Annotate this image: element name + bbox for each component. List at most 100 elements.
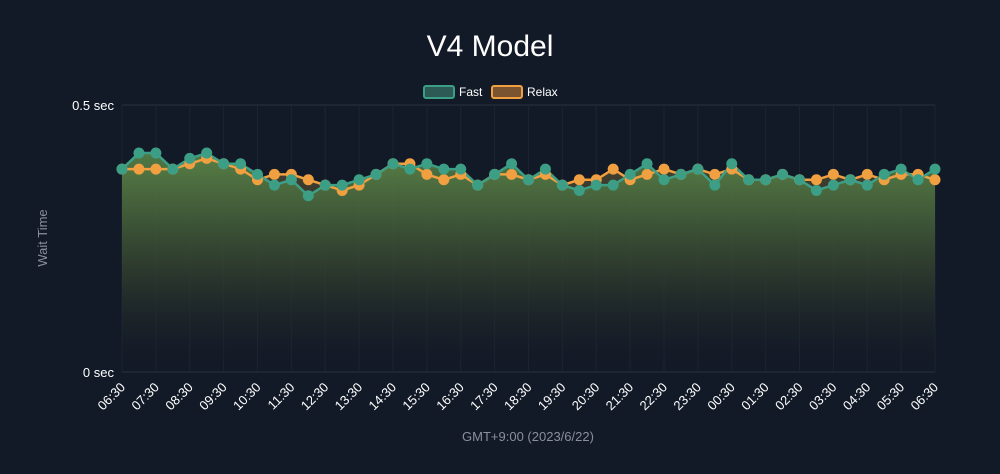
point-relax[interactable]: [133, 163, 145, 175]
x-tick-label: 14:30: [366, 380, 400, 414]
point-fast[interactable]: [167, 163, 179, 175]
x-tick-label: 00:30: [704, 380, 738, 414]
point-relax[interactable]: [302, 174, 314, 186]
point-relax[interactable]: [810, 174, 822, 186]
x-tick-label: 04:30: [840, 380, 874, 414]
point-fast[interactable]: [912, 174, 924, 186]
x-tick-label: 11:30: [265, 380, 298, 413]
point-fast[interactable]: [268, 179, 280, 191]
point-fast[interactable]: [929, 163, 941, 175]
x-tick-label: 06:30: [95, 380, 129, 414]
point-layer: [116, 147, 941, 202]
point-fast[interactable]: [201, 147, 213, 159]
point-fast[interactable]: [624, 168, 636, 180]
point-fast[interactable]: [421, 158, 433, 170]
point-fast[interactable]: [252, 168, 263, 180]
point-fast[interactable]: [878, 168, 890, 180]
x-tick-label: 15:30: [399, 380, 433, 414]
point-fast[interactable]: [539, 163, 551, 175]
point-fast[interactable]: [387, 158, 399, 170]
point-relax[interactable]: [268, 168, 280, 180]
chart-title: V4 Model: [427, 30, 554, 63]
legend: Fast Relax: [423, 85, 558, 99]
x-tick-label: 17:30: [467, 380, 501, 414]
point-fast[interactable]: [573, 184, 585, 196]
point-fast[interactable]: [658, 174, 670, 186]
point-fast[interactable]: [726, 158, 738, 170]
y-tick-label-bottom: 0 sec: [83, 365, 115, 380]
area-layer: [122, 153, 935, 372]
point-fast[interactable]: [607, 179, 619, 191]
point-fast[interactable]: [760, 174, 772, 186]
point-fast[interactable]: [506, 158, 518, 170]
point-fast[interactable]: [184, 152, 196, 164]
point-fast[interactable]: [743, 174, 755, 186]
point-relax[interactable]: [709, 168, 721, 180]
point-fast[interactable]: [675, 168, 687, 180]
x-tick-label: 08:30: [162, 380, 196, 414]
point-fast[interactable]: [218, 158, 230, 170]
point-relax[interactable]: [641, 168, 653, 180]
x-tick-label: 18:30: [501, 380, 535, 414]
point-fast[interactable]: [777, 168, 789, 180]
legend-item-fast[interactable]: Fast: [423, 85, 483, 99]
point-fast[interactable]: [472, 179, 484, 191]
point-fast[interactable]: [489, 168, 501, 180]
x-tick-label: 22:30: [637, 380, 671, 414]
point-fast[interactable]: [844, 174, 856, 186]
x-tick-label: 09:30: [196, 380, 230, 414]
point-fast[interactable]: [692, 163, 704, 175]
point-fast[interactable]: [556, 179, 568, 191]
point-fast[interactable]: [150, 147, 162, 159]
point-relax[interactable]: [658, 163, 670, 175]
point-fast[interactable]: [641, 158, 653, 170]
legend-label-fast: Fast: [459, 85, 483, 99]
point-fast[interactable]: [709, 179, 721, 191]
point-relax[interactable]: [150, 163, 162, 175]
point-fast[interactable]: [810, 184, 822, 196]
point-fast[interactable]: [438, 163, 450, 175]
x-tick-label: 07:30: [128, 380, 162, 414]
legend-label-relax: Relax: [527, 85, 558, 99]
point-fast[interactable]: [404, 163, 416, 175]
point-relax[interactable]: [929, 174, 941, 186]
x-tick-label: 16:30: [433, 380, 467, 414]
point-relax[interactable]: [827, 168, 839, 180]
area-fast: [122, 153, 935, 372]
x-tick-label: 05:30: [874, 380, 908, 414]
legend-swatch-relax: [491, 85, 523, 99]
x-tick-label: 03:30: [806, 380, 840, 414]
point-fast[interactable]: [336, 179, 348, 191]
point-fast[interactable]: [827, 179, 839, 191]
point-fast[interactable]: [455, 163, 467, 175]
point-fast[interactable]: [370, 168, 382, 180]
x-tick-label: 10:30: [230, 380, 264, 414]
point-relax[interactable]: [607, 163, 619, 175]
point-relax[interactable]: [438, 174, 450, 186]
point-fast[interactable]: [302, 190, 314, 202]
point-relax[interactable]: [573, 174, 585, 186]
point-fast[interactable]: [590, 179, 602, 191]
point-fast[interactable]: [353, 174, 365, 186]
point-fast[interactable]: [523, 174, 534, 186]
x-tick-label: 20:30: [569, 380, 603, 414]
y-axis-label: Wait Time: [35, 209, 50, 266]
point-fast[interactable]: [861, 179, 873, 191]
point-relax[interactable]: [861, 168, 873, 180]
point-relax[interactable]: [506, 168, 518, 180]
point-fast[interactable]: [319, 179, 331, 191]
point-fast[interactable]: [794, 174, 805, 186]
point-fast[interactable]: [133, 147, 145, 159]
point-fast[interactable]: [285, 174, 297, 186]
point-fast[interactable]: [895, 163, 907, 175]
x-tick-label: 12:30: [298, 380, 332, 414]
point-relax[interactable]: [421, 168, 433, 180]
x-tick-label: 01:30: [738, 380, 772, 414]
point-fast[interactable]: [116, 163, 128, 175]
legend-swatch-fast: [423, 85, 455, 99]
x-tick-label: 23:30: [670, 380, 704, 414]
point-fast[interactable]: [235, 158, 247, 170]
legend-item-relax[interactable]: Relax: [491, 85, 558, 99]
